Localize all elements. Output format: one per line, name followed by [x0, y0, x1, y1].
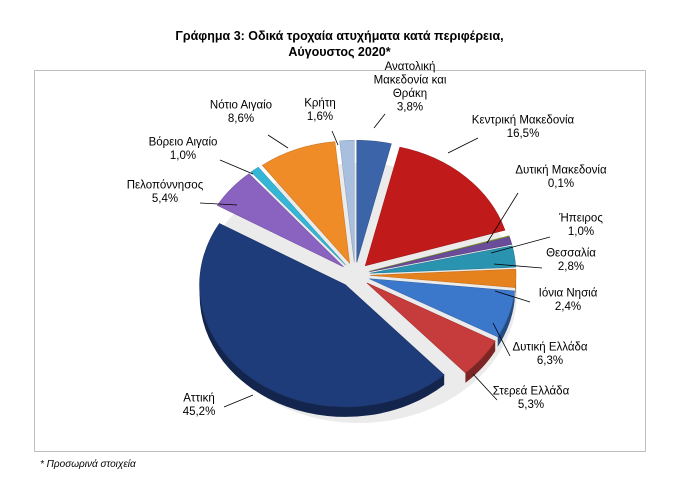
leader-line: [490, 236, 551, 254]
leader-line: [267, 134, 289, 149]
slice-value-label: 1,0%: [568, 226, 594, 238]
slice-value-label: 2,4%: [555, 301, 581, 313]
leader-line: [199, 202, 238, 206]
chart-title-line1: Γράφημα 3: Οδικά τροχαία ατυχήματα κατά …: [175, 29, 504, 43]
slice-πελοπόννησος: [216, 173, 344, 268]
leader-line: [331, 130, 339, 146]
slice-name-label: Βόρειο Αιγαίο: [149, 136, 218, 148]
leader-line: [223, 394, 254, 408]
chart-title-line2: Αύγουστος 2020*: [288, 45, 391, 59]
slice-side-6: [497, 290, 515, 347]
chart-frame: [34, 70, 646, 452]
slice-name-label: Δυτική Ελλάδα: [512, 341, 587, 353]
slice-value-label: 5,4%: [152, 193, 178, 205]
slice-δυτική-μακεδονία: [369, 235, 510, 272]
slice-βόρειο-αιγαίο: [250, 166, 346, 266]
slice-name-label: Θράκη: [393, 88, 427, 100]
slice-value-label: 0,1%: [548, 178, 574, 190]
slice-name-label: Μακεδονία και: [374, 74, 447, 86]
slice-ανατολική-μακεδονία-και-θράκη: [356, 140, 392, 263]
slice-value-label: 1,0%: [170, 150, 196, 162]
slice-value-label: 8,6%: [228, 113, 254, 125]
slice-ιόνια-νησιά: [369, 268, 517, 288]
leader-line: [486, 192, 519, 244]
slice-αττική: [199, 223, 445, 408]
leader-line: [472, 373, 498, 401]
slice-name-label: Νότιο Αιγαίο: [210, 99, 272, 111]
slice-name-label: Ήπειρος: [558, 212, 603, 224]
leader-line: [493, 263, 543, 269]
slice-θεσσαλία: [369, 245, 516, 274]
slice-name-label: Ιόνια Νησιά: [539, 287, 598, 299]
footnote: * Προσωρινά στοιχεία: [40, 459, 136, 470]
slice-name-label: Στερεά Ελλάδα: [493, 385, 570, 397]
slice-στερεά-ελλάδα: [366, 282, 496, 374]
slice-name-label: Ανατολική: [385, 61, 436, 73]
slice-value-label: 16,5%: [507, 128, 540, 140]
slice-value-label: 1,6%: [307, 111, 333, 123]
slice-value-label: 5,3%: [518, 399, 544, 411]
slice-name-label: Θεσσαλία: [546, 247, 596, 259]
slice-name-label: Δυτική Μακεδονία: [515, 164, 607, 176]
leader-line: [373, 113, 386, 129]
slice-κρήτη: [339, 139, 355, 263]
slice-value-label: 3,8%: [397, 101, 423, 113]
leader-line: [492, 322, 511, 357]
slice-name-label: Αττική: [183, 392, 214, 404]
slice-ήπειρος: [369, 236, 513, 273]
leader-line: [219, 159, 254, 175]
leader-line: [494, 290, 531, 303]
slice-name-label: Πελοπόννησος: [127, 179, 204, 191]
slice-name-label: Κρήτη: [304, 97, 336, 109]
slice-value-label: 2,8%: [558, 261, 584, 273]
slice-νότιο-αιγαίο: [261, 141, 350, 265]
leader-line: [447, 137, 479, 154]
slice-value-label: 6,3%: [537, 355, 563, 367]
chart-title: Γράφημα 3: Οδικά τροχαία ατυχήματα κατά …: [0, 28, 679, 60]
slice-δυτική-ελλάδα: [369, 278, 515, 338]
slice-name-label: Κεντρική Μακεδονία: [472, 114, 575, 126]
slice-value-label: 45,2%: [183, 406, 216, 418]
